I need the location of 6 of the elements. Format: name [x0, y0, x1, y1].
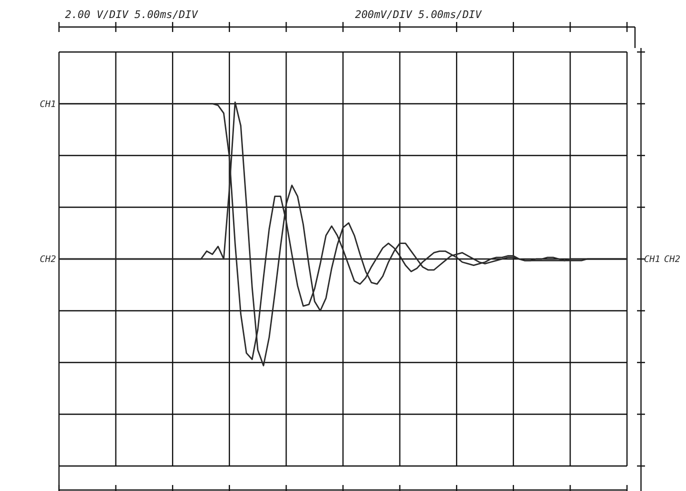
text: 2.00 V/DIV 5.00ms/DIV: [65, 9, 198, 21]
text: CH2: [664, 255, 680, 265]
text: 200mV/DIV 5.00ms/DIV: [355, 9, 482, 21]
series-label: CH2: [40, 255, 56, 265]
series-label: CH1: [40, 100, 56, 110]
text: CH1: [644, 255, 660, 265]
